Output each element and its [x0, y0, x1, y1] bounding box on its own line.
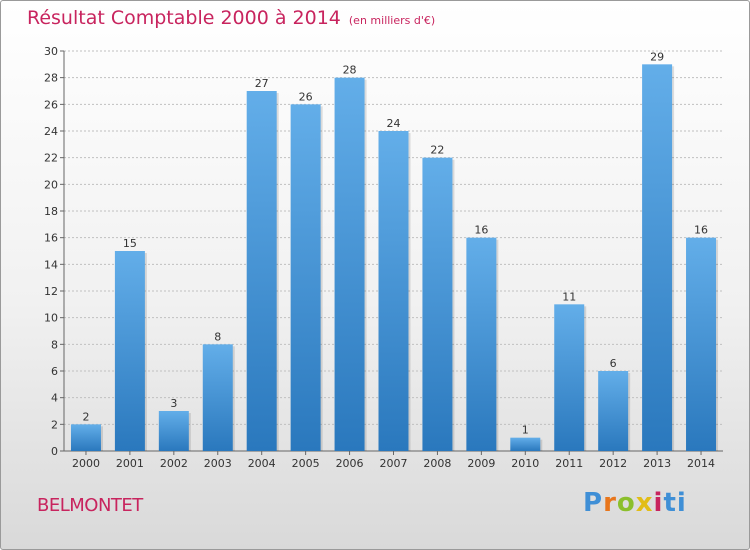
- y-tick-label: 22: [44, 152, 58, 165]
- bar: [246, 91, 277, 451]
- y-tick-label: 0: [51, 445, 58, 458]
- logo-letter: o: [616, 488, 636, 518]
- y-tick-label: 18: [44, 205, 58, 218]
- bar-value-label: 2: [82, 410, 89, 423]
- bar-value-label: 24: [387, 117, 401, 130]
- x-tick-label: 2005: [292, 457, 320, 470]
- bar-value-label: 22: [430, 144, 444, 157]
- bars: [70, 64, 719, 452]
- bar-value-label: 11: [562, 290, 576, 303]
- x-tick-label: 2002: [160, 457, 188, 470]
- y-tick-label: 8: [51, 338, 58, 351]
- bar: [290, 104, 321, 451]
- x-tick-label: 2000: [72, 457, 100, 470]
- proxiti-logo: Proxiti: [583, 488, 687, 518]
- unit-label: (en milliers d'€): [348, 14, 436, 27]
- y-tick-label: 2: [51, 418, 58, 431]
- x-tick-label: 2007: [380, 457, 408, 470]
- x-tick-label: 2008: [423, 457, 451, 470]
- bar: [510, 437, 541, 451]
- bar: [114, 251, 145, 451]
- x-tick-label: 2013: [643, 457, 671, 470]
- x-tick-label: 2004: [248, 457, 276, 470]
- y-tick-label: 10: [44, 312, 58, 325]
- x-tick-label: 2001: [116, 457, 144, 470]
- x-tick-label: 2003: [204, 457, 232, 470]
- bar-value-label: 1: [522, 424, 529, 437]
- bar-value-label: 8: [214, 330, 221, 343]
- bar-value-label: 29: [650, 50, 664, 63]
- bar-value-label: 16: [694, 224, 708, 237]
- bar-value-label: 28: [343, 64, 357, 77]
- bar-value-label: 16: [474, 224, 488, 237]
- bar-value-label: 27: [255, 77, 269, 90]
- y-tick-label: 28: [44, 72, 58, 85]
- chart-title: Résultat Comptable 2000 à 2014 (en millie…: [27, 7, 435, 29]
- bar-value-label: 26: [299, 90, 313, 103]
- logo-letter: i: [653, 488, 664, 518]
- bar-value-label: 3: [170, 397, 177, 410]
- logo-letter: t: [663, 488, 677, 518]
- x-tick-label: 2006: [336, 457, 364, 470]
- x-tick-label: 2010: [511, 457, 539, 470]
- y-tick-label: 6: [51, 365, 58, 378]
- bar: [70, 424, 101, 451]
- bar: [378, 131, 409, 451]
- bar: [642, 64, 673, 452]
- bar: [554, 304, 585, 451]
- bar: [598, 371, 629, 451]
- logo-letter: P: [583, 488, 604, 518]
- bar: [686, 237, 717, 451]
- bar: [202, 344, 233, 451]
- x-tick-label: 2009: [467, 457, 495, 470]
- city-name: BELMONTET: [37, 495, 143, 516]
- bar: [158, 411, 189, 451]
- y-tick-label: 4: [51, 392, 58, 405]
- y-tick-label: 30: [44, 45, 58, 58]
- bar-value-label: 15: [123, 237, 137, 250]
- x-tick-label: 2012: [599, 457, 627, 470]
- x-tick-label: 2014: [687, 457, 715, 470]
- title-text: Résultat Comptable 2000 à 2014: [27, 7, 341, 29]
- bar: [422, 157, 453, 451]
- logo-letter: x: [635, 488, 654, 518]
- x-tick-label: 2011: [555, 457, 583, 470]
- y-tick-label: 16: [44, 232, 58, 245]
- logo-letter: i: [676, 488, 687, 518]
- y-tick-label: 26: [44, 98, 58, 111]
- bar: [334, 77, 365, 452]
- labels: 2 2000 15 2001 3 2002 8 2003 27 2004 26 2005 28 2006 2…: [72, 50, 715, 470]
- y-tick-label: 12: [44, 285, 58, 298]
- logo-letter: r: [603, 488, 617, 518]
- y-tick-label: 24: [44, 125, 58, 138]
- bar-value-label: 6: [610, 357, 617, 370]
- y-tick-label: 14: [44, 258, 58, 271]
- bar: [466, 237, 497, 451]
- y-tick-label: 20: [44, 178, 58, 191]
